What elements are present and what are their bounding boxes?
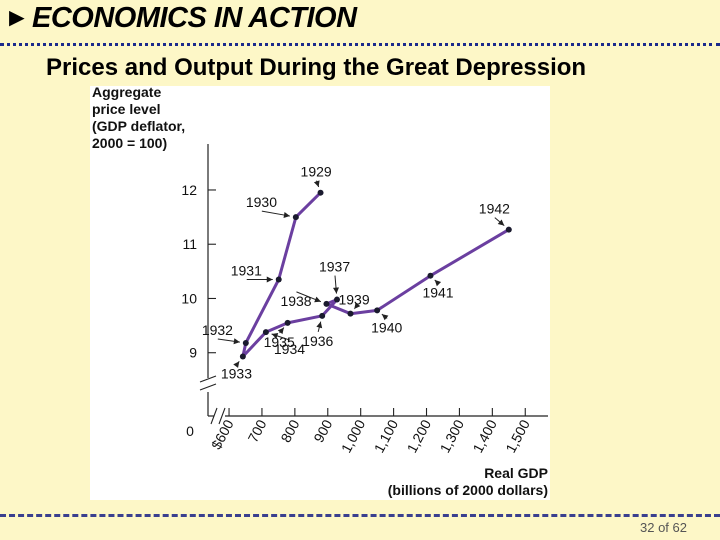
annotation-arrowhead: [333, 287, 339, 294]
year-label-1936: 1936: [302, 333, 333, 349]
slide-header: ► ECONOMICS IN ACTION: [0, 0, 720, 46]
data-point-1933: [239, 353, 246, 360]
footer-divider: [0, 514, 720, 517]
slide-title: Prices and Output During the Great Depre…: [46, 54, 587, 81]
year-label-1934: 1934: [274, 341, 305, 357]
data-point-1941: [427, 272, 434, 279]
annotation-arrowhead: [316, 321, 323, 329]
annotation-arrowhead: [283, 212, 290, 218]
y-tick-label: 12: [181, 182, 197, 198]
data-point-1937: [333, 296, 340, 303]
x-tick-label: 1,400: [469, 417, 500, 456]
data-point-1935: [284, 319, 291, 326]
y-axis-title-line: 2000 = 100): [92, 135, 167, 151]
y-axis-title-line: price level: [92, 101, 161, 117]
year-label-1937: 1937: [319, 259, 350, 275]
data-point-1931: [275, 276, 282, 283]
year-label-1942: 1942: [479, 201, 510, 217]
price-output-series-line: [241, 191, 511, 358]
annotation-arrowhead: [313, 180, 320, 187]
annotation-arrowhead: [233, 361, 240, 368]
x-tick-label: 1,200: [404, 417, 435, 456]
annotation-arrowhead: [233, 338, 240, 345]
year-label-1932: 1932: [202, 322, 233, 338]
data-point-1929: [317, 189, 324, 196]
y-axis-break-mark: [199, 383, 217, 391]
year-label-1938: 1938: [280, 293, 311, 309]
y-tick-label: 10: [181, 290, 197, 306]
year-label-1940: 1940: [371, 319, 402, 335]
x-axis-title-line: Real GDP: [484, 465, 548, 481]
header-divider: [0, 43, 720, 46]
x-axis-break-mark: [210, 407, 218, 425]
x-axis-break-mark: [218, 407, 226, 425]
data-point-1938: [323, 300, 330, 307]
series: [239, 189, 512, 360]
data-point-1942: [505, 226, 512, 233]
annotation-arrowhead: [266, 276, 273, 283]
header-arrow-icon: ►: [4, 2, 30, 32]
annotation-arrowhead: [277, 327, 284, 335]
y-tick-label: 9: [189, 345, 197, 361]
x-tick-label: 700: [245, 417, 270, 445]
y-tick-label: 11: [182, 236, 197, 252]
x-axis-title: Real GDP(billions of 2000 dollars): [388, 465, 548, 498]
annotation-arrowhead: [497, 219, 505, 226]
page-number: 32 of 62: [640, 520, 687, 535]
x-axis-title-line: (billions of 2000 dollars): [388, 482, 548, 498]
data-point-1932: [242, 339, 249, 346]
data-point-1939: [347, 310, 354, 317]
data-point-1936: [319, 312, 326, 319]
y-axis-break-mark: [199, 375, 217, 383]
year-label-1935: 1935: [264, 334, 295, 350]
annotation-arrowhead: [381, 314, 389, 321]
chart-panel: Aggregate price level (GDP deflator, 2000 =…: [90, 86, 550, 500]
axes: [199, 144, 548, 425]
y-axis-title-line: (GDP deflator,: [92, 118, 185, 134]
x-tick-label: 1,500: [502, 417, 533, 456]
annotation-arrowhead: [314, 296, 321, 303]
annotation-arrowhead: [271, 333, 279, 339]
x-tick-label: 800: [277, 417, 302, 445]
data-point-1940: [374, 307, 381, 314]
year-label-1939: 1939: [338, 292, 369, 308]
year-label-1933: 1933: [221, 366, 252, 382]
x-tick-label: 900: [310, 417, 335, 445]
y-axis-title-line: Aggregate: [92, 86, 161, 100]
data-point-1934: [262, 329, 269, 336]
year-label-1930: 1930: [246, 194, 277, 210]
origin-label: 0: [186, 423, 194, 439]
header-title: ECONOMICS IN ACTION: [32, 2, 357, 34]
year-label-1929: 1929: [301, 164, 332, 180]
x-tick-label: 1,000: [338, 417, 369, 456]
year-label-1941: 1941: [422, 285, 453, 301]
x-tick-label: 1,300: [436, 417, 467, 456]
year-label-1931: 1931: [231, 262, 262, 278]
annotation-arrowhead: [354, 302, 361, 309]
x-tick-label: 1,100: [371, 417, 402, 456]
data-point-1930: [292, 214, 299, 221]
